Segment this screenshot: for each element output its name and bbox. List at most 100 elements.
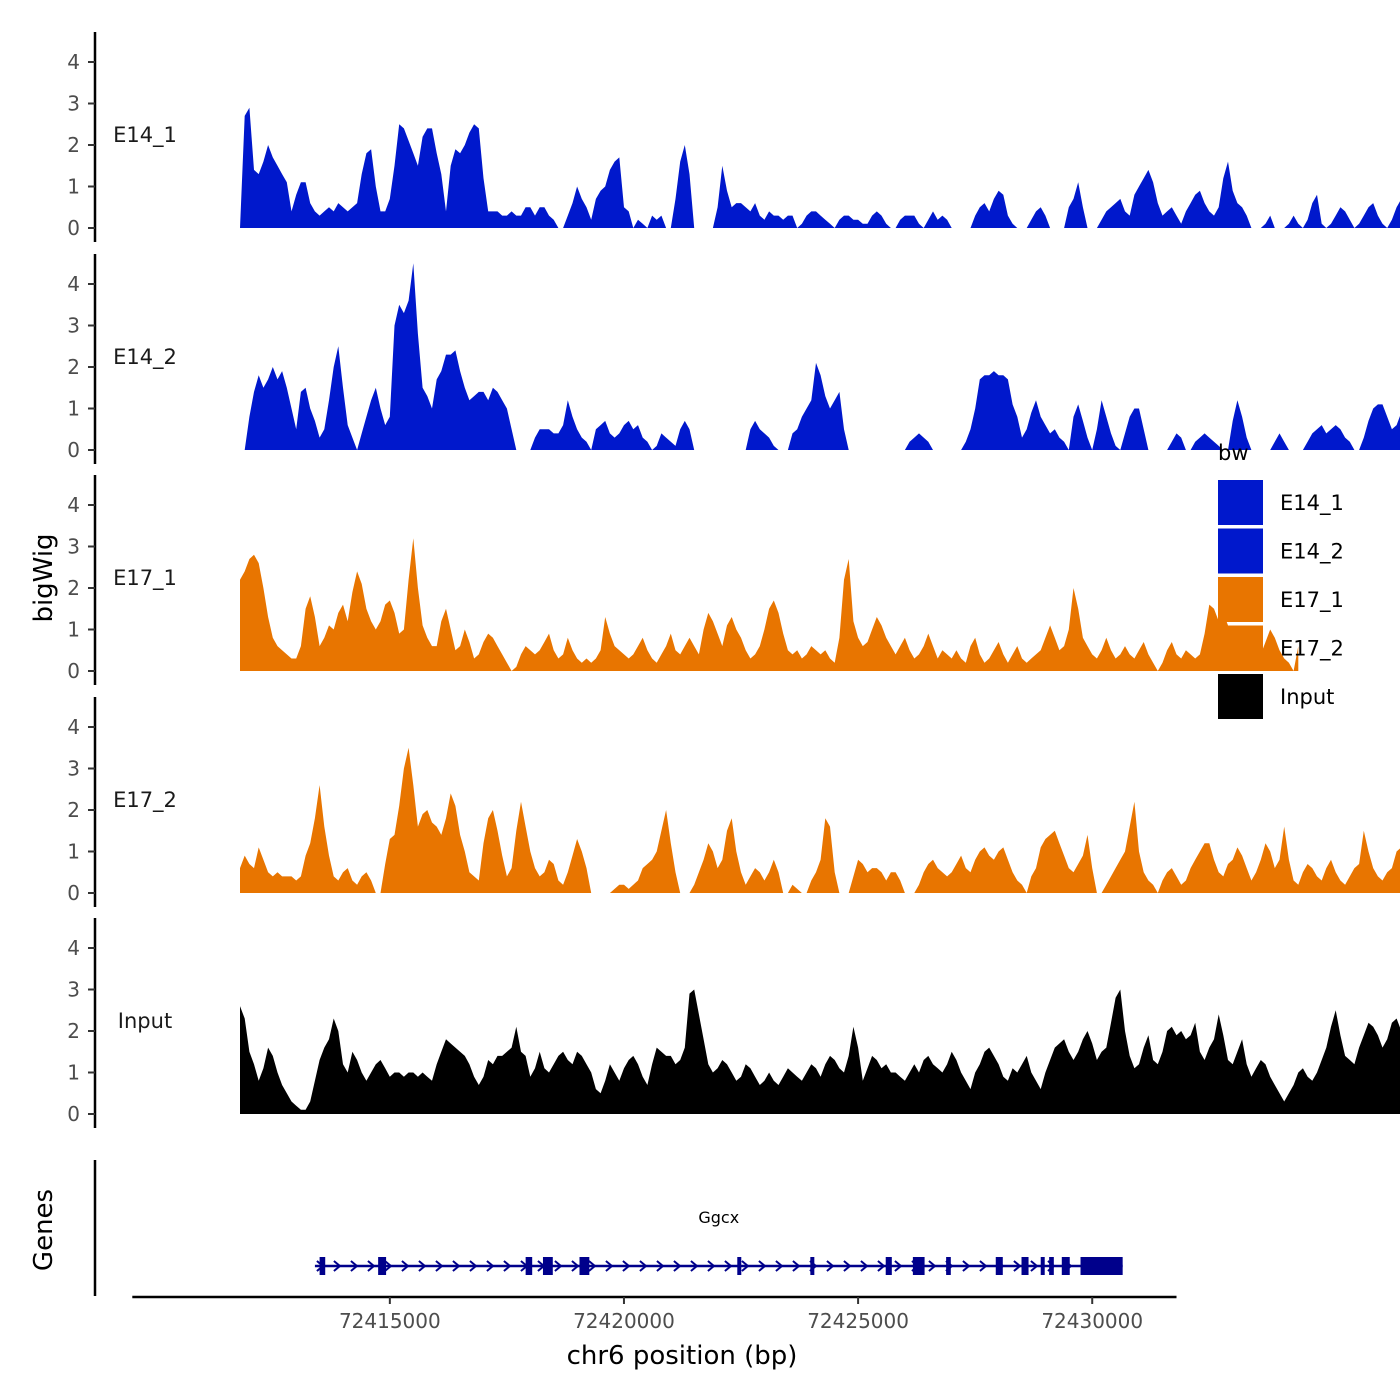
strand-arrow <box>894 1260 903 1272</box>
strand-arrow <box>1030 1260 1039 1272</box>
y-tick-label: 1 <box>67 618 80 642</box>
y-tick-label: 4 <box>67 272 80 296</box>
y-tick-label: 3 <box>67 92 80 116</box>
strand-arrow <box>452 1260 461 1272</box>
legend-label-Input: Input <box>1280 685 1334 709</box>
y-tick-label: 2 <box>67 355 80 379</box>
track-label-E14_2: E14_2 <box>113 345 177 370</box>
strand-arrow <box>656 1260 665 1272</box>
strand-arrow <box>384 1260 393 1272</box>
legend-label-E17_1: E17_1 <box>1280 588 1344 613</box>
gene-exon <box>737 1257 742 1275</box>
x-axis: 72415000 72420000 72425000 72430000 <box>132 1295 1177 1333</box>
gene-exon <box>1049 1257 1054 1275</box>
y-tick-label: 0 <box>67 881 80 905</box>
x-tick-label: 72425000 <box>807 1309 909 1333</box>
strand-arrow <box>622 1260 631 1272</box>
strand-arrow <box>418 1260 427 1272</box>
legend-key-E14_2 <box>1218 528 1263 574</box>
legend-key-E14_1 <box>1218 480 1263 525</box>
track-label-E17_1: E17_1 <box>113 566 177 591</box>
track-E17_2: 0 1 2 3 4 E17_2 <box>67 697 1400 907</box>
y-tick-label: 0 <box>67 659 80 683</box>
gene-exon <box>912 1257 925 1275</box>
legend-label-E14_1: E14_1 <box>1280 491 1344 516</box>
strand-arrow <box>690 1260 699 1272</box>
gene-exon <box>579 1257 590 1275</box>
y-tick-label: 2 <box>67 1019 80 1043</box>
y-tick-label: 3 <box>67 757 80 781</box>
gene-exon <box>378 1257 387 1275</box>
y-tick-label: 1 <box>67 175 80 199</box>
gene-model <box>314 1257 1123 1275</box>
track-label-Input: Input <box>118 1009 172 1033</box>
y-tick-label: 4 <box>67 715 80 739</box>
y-tick-label: 2 <box>67 798 80 822</box>
strand-arrow <box>979 1260 988 1272</box>
gene-exon <box>995 1257 1003 1275</box>
strand-arrow <box>860 1260 869 1272</box>
y-tick-label: 4 <box>67 50 80 74</box>
strand-arrow <box>707 1260 716 1272</box>
strand-arrow <box>877 1260 886 1272</box>
track-label-E17_2: E17_2 <box>113 788 177 813</box>
track-E14_2: 0 1 2 3 4 E14_2 <box>67 254 1400 464</box>
strand-arrow <box>928 1260 937 1272</box>
legend-key-Input <box>1218 674 1263 719</box>
legend: bw E14_1 E14_2 E17_1 E17_2 Input <box>1218 441 1344 719</box>
gene-panel-title: Genes <box>29 1189 59 1271</box>
gene-exon <box>1021 1257 1029 1275</box>
signal-area-E17_1 <box>240 538 1299 671</box>
strand-arrow <box>724 1260 733 1272</box>
strand-arrow <box>503 1260 512 1272</box>
strand-arrow <box>673 1260 682 1272</box>
strand-arrow <box>639 1260 648 1272</box>
strand-arrow <box>401 1260 410 1272</box>
strand-arrow <box>333 1260 342 1272</box>
x-tick-label: 72430000 <box>1041 1309 1143 1333</box>
y-axis-title: bigWig <box>29 533 59 622</box>
signal-area-Input <box>240 989 1400 1114</box>
y-tick-label: 0 <box>67 438 80 462</box>
gene-panel: Ggcx <box>93 1160 1123 1296</box>
strand-arrow <box>758 1260 767 1272</box>
strand-arrow <box>469 1260 478 1272</box>
signal-area-E14_1 <box>240 107 1400 228</box>
y-tick-label: 4 <box>67 493 80 517</box>
strand-arrow <box>962 1260 971 1272</box>
gene-exon <box>946 1257 951 1275</box>
legend-title: bw <box>1218 441 1249 465</box>
legend-label-E14_2: E14_2 <box>1280 540 1344 565</box>
strand-arrow <box>350 1260 359 1272</box>
y-tick-label: 2 <box>67 133 80 157</box>
y-tick-label: 1 <box>67 397 80 421</box>
signal-area-E17_2 <box>240 747 1400 893</box>
track-label-E14_1: E14_1 <box>113 123 177 148</box>
x-axis-title: chr6 position (bp) <box>567 1341 798 1371</box>
y-tick-label: 4 <box>67 936 80 960</box>
strand-arrow <box>826 1260 835 1272</box>
strand-arrow <box>1013 1260 1022 1272</box>
y-tick-label: 3 <box>67 314 80 338</box>
legend-key-E17_1 <box>1218 577 1263 622</box>
legend-key-E17_2 <box>1218 625 1263 671</box>
gene-exon <box>1080 1257 1123 1275</box>
strand-arrow <box>792 1260 801 1272</box>
strand-arrow <box>435 1260 444 1272</box>
y-tick-label: 0 <box>67 1102 80 1126</box>
gene-exon <box>525 1257 533 1275</box>
track-E17_1: 0 1 2 3 4 E17_1 <box>67 475 1299 685</box>
strand-arrow <box>486 1260 495 1272</box>
signal-area-E14_2 <box>240 263 1400 450</box>
y-tick-label: 2 <box>67 576 80 600</box>
strand-arrow <box>605 1260 614 1272</box>
gene-exon <box>1061 1257 1070 1275</box>
strand-arrow <box>571 1260 580 1272</box>
strand-arrow <box>367 1260 376 1272</box>
track-E14_1: 0 1 2 3 4 E14_1 <box>67 32 1400 242</box>
strand-arrow <box>843 1260 852 1272</box>
gene-exon <box>885 1257 892 1275</box>
y-tick-label: 1 <box>67 840 80 864</box>
x-tick-label: 72415000 <box>339 1309 441 1333</box>
